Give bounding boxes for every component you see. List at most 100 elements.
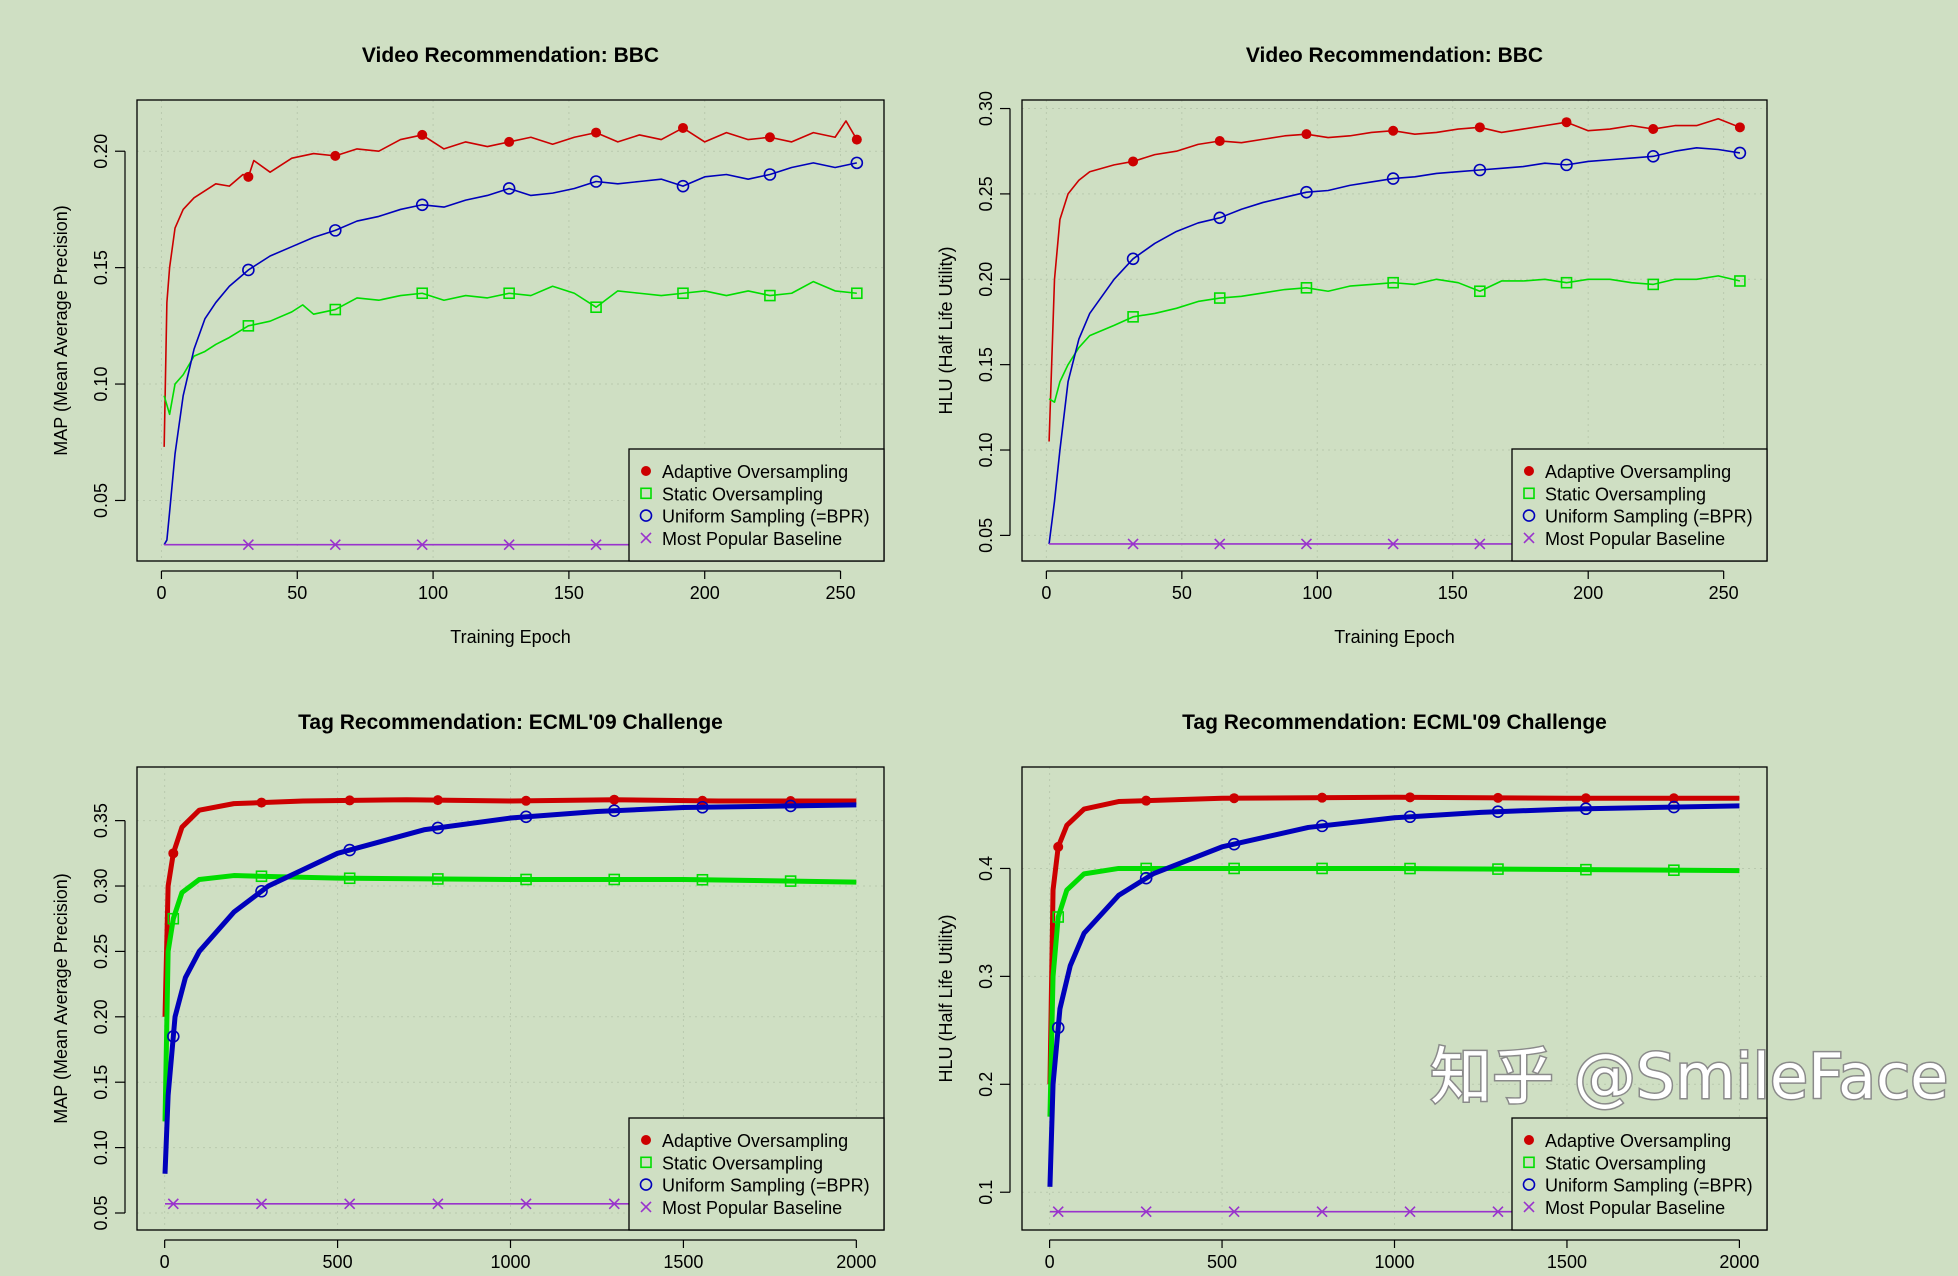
legend-marker-icon: [1522, 509, 1536, 522]
data-point-marker: [1561, 117, 1572, 128]
chart-title: Tag Recommendation: ECML'09 Challenge: [1182, 711, 1607, 734]
data-point-marker: [851, 287, 863, 300]
y-tick-label: 0.10: [91, 1130, 111, 1165]
legend-entry: Adaptive Oversampling: [1545, 462, 1731, 482]
plot-frame: [1021, 99, 1768, 562]
y-tick-label: 0.20: [91, 134, 111, 169]
data-point-marker: [850, 156, 864, 170]
data-point-marker: [1403, 810, 1417, 824]
y-tick-label: 0.15: [91, 250, 111, 285]
series-uniform: [162, 799, 857, 1174]
data-point-marker: [1667, 800, 1681, 814]
x-tick-label: 100: [418, 583, 448, 603]
legend-marker-icon: [1524, 1135, 1534, 1145]
data-point-marker: [696, 800, 709, 814]
series-static: [162, 870, 857, 1122]
data-point-marker: [1388, 125, 1399, 136]
legend-marker-icon: [1523, 1201, 1535, 1213]
y-tick-label: 0.3: [976, 964, 996, 989]
data-point-marker: [502, 182, 516, 195]
data-point-marker: [415, 198, 429, 212]
y-tick-label: 0.10: [976, 432, 996, 467]
data-point-marker: [1227, 837, 1241, 851]
data-point-marker: [520, 873, 532, 886]
legend-entry: Static Oversampling: [1545, 484, 1706, 504]
data-point-marker: [242, 539, 254, 551]
series-adaptive: [1048, 117, 1745, 442]
data-point-marker: [677, 287, 689, 300]
y-axis-label: MAP (Mean Average Precision): [51, 205, 71, 455]
data-point-marker: [1474, 538, 1486, 550]
x-tick-label: 150: [1438, 583, 1468, 603]
x-axis: 0 500 1000 1500 2000: [160, 1239, 876, 1272]
series-static: [1048, 275, 1746, 404]
data-point-marker: [784, 799, 797, 813]
data-point-marker: [521, 795, 532, 806]
data-point-marker: [167, 1030, 180, 1043]
data-point-marker: [589, 175, 603, 188]
data-point-marker: [764, 289, 776, 302]
data-point-marker: [503, 539, 515, 551]
y-tick-label: 0.4: [976, 856, 996, 881]
y-axis-label: HLU (Half Life Utility): [936, 914, 956, 1082]
x-axis-label: Training Epoch: [1334, 627, 1454, 647]
legend-entry: Uniform Sampling (=BPR): [1545, 507, 1753, 527]
data-point-marker: [1734, 122, 1745, 133]
data-point-marker: [1300, 538, 1313, 550]
data-point-marker: [242, 320, 255, 332]
legend-marker-icon: [640, 1201, 652, 1213]
x-axis: 0 500 1000 1500 2000: [1045, 1239, 1759, 1272]
data-point-marker: [1052, 1206, 1064, 1218]
series-line: [162, 802, 857, 1174]
legend-entry: Uniform Sampling (=BPR): [1545, 1176, 1753, 1196]
data-point-marker: [417, 129, 428, 140]
legend-entry: Most Popular Baseline: [1545, 529, 1725, 549]
legend-marker-icon: [1523, 532, 1535, 544]
data-point-marker: [1301, 129, 1312, 140]
x-tick-label: 0: [160, 1252, 170, 1272]
legend-marker-icon: [640, 532, 652, 544]
data-point-marker: [1473, 163, 1487, 177]
series-uniform: [163, 156, 864, 546]
chart-title: Video Recommendation: BBC: [362, 44, 659, 67]
data-point-marker: [1560, 158, 1573, 172]
data-point-marker: [255, 1198, 268, 1210]
data-point-marker: [1126, 252, 1140, 266]
data-point-marker: [1315, 819, 1329, 833]
legend-marker-icon: [641, 466, 651, 476]
x-tick-label: 500: [323, 1252, 353, 1272]
x-tick-label: 150: [554, 583, 584, 603]
x-tick-label: 100: [1302, 583, 1332, 603]
data-point-marker: [1213, 292, 1226, 304]
data-point-marker: [697, 795, 708, 806]
series-line: [162, 797, 857, 1017]
series-static: [163, 280, 863, 416]
x-tick-label: 50: [287, 583, 307, 603]
data-point-marker: [763, 168, 777, 181]
legend-marker-icon: [1522, 1178, 1536, 1191]
y-tick-label: 0.05: [91, 483, 111, 518]
legend-marker-icon: [640, 1156, 652, 1169]
series-adaptive: [1047, 792, 1740, 1085]
data-point-marker: [1474, 285, 1486, 298]
series-line: [163, 120, 858, 447]
data-point-marker: [1316, 1206, 1328, 1218]
x-tick-label: 200: [1573, 583, 1603, 603]
legend-entry: Uniform Sampling (=BPR): [662, 507, 870, 527]
data-point-marker: [1387, 276, 1399, 289]
data-point-marker: [520, 1198, 532, 1210]
series-line: [163, 162, 858, 546]
legend-box: [628, 1117, 885, 1231]
legend-entry: Adaptive Oversampling: [662, 1131, 848, 1151]
data-point-marker: [677, 122, 688, 133]
data-point-marker: [1317, 792, 1328, 803]
watermark-text: 知乎 @SmileFace: [1430, 1040, 1948, 1113]
legend-marker-icon: [639, 509, 653, 522]
chart-title: Video Recommendation: BBC: [1246, 44, 1543, 67]
data-point-marker: [1228, 1206, 1240, 1218]
data-point-marker: [1733, 146, 1747, 160]
